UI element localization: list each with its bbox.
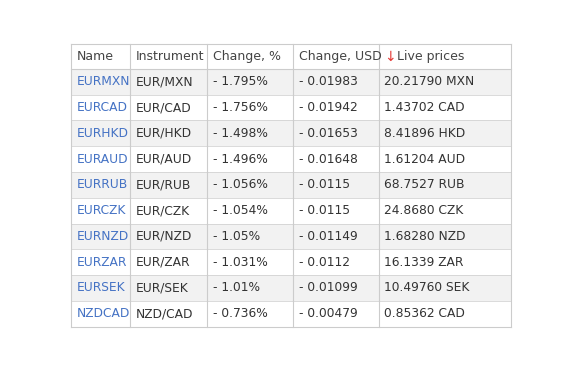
Bar [71,224,511,249]
Text: NZDCAD: NZDCAD [76,307,130,320]
Bar [71,69,511,95]
Text: EURCAD: EURCAD [76,101,127,114]
Text: - 0.0115: - 0.0115 [299,204,350,217]
Text: 8.41896 HKD: 8.41896 HKD [385,127,466,140]
Text: - 1.056%: - 1.056% [213,178,268,191]
Text: - 1.756%: - 1.756% [213,101,268,114]
Bar [71,120,511,146]
Text: - 0.01648: - 0.01648 [299,153,357,166]
Text: - 0.01983: - 0.01983 [299,75,357,88]
Bar [71,172,511,198]
Text: 24.8680 CZK: 24.8680 CZK [385,204,463,217]
Text: - 0.0112: - 0.0112 [299,256,349,269]
Text: - 0.01942: - 0.01942 [299,101,357,114]
Text: EURCZK: EURCZK [76,204,126,217]
Text: Instrument: Instrument [136,50,204,63]
Bar [71,198,511,224]
Text: EUR/ZAR: EUR/ZAR [136,256,190,269]
Text: EUR/RUB: EUR/RUB [136,178,191,191]
Bar [71,301,511,327]
Text: 1.68280 NZD: 1.68280 NZD [385,230,466,243]
Bar [71,146,511,172]
Text: EURNZD: EURNZD [76,230,128,243]
Text: Name: Name [76,50,113,63]
Text: EUR/MXN: EUR/MXN [136,75,193,88]
Text: 1.61204 AUD: 1.61204 AUD [385,153,466,166]
Text: 1.43702 CAD: 1.43702 CAD [385,101,465,114]
Text: EUR/HKD: EUR/HKD [136,127,192,140]
Bar [71,275,511,301]
Text: EURZAR: EURZAR [76,256,127,269]
Text: EUR/NZD: EUR/NZD [136,230,192,243]
Text: EURSEK: EURSEK [76,281,125,294]
Text: EURHKD: EURHKD [76,127,128,140]
Text: Change, USD: Change, USD [299,50,381,63]
Bar [71,44,511,69]
Text: EUR/CAD: EUR/CAD [136,101,191,114]
Text: - 0.0115: - 0.0115 [299,178,350,191]
Text: - 1.496%: - 1.496% [213,153,268,166]
Text: - 0.736%: - 0.736% [213,307,268,320]
Text: - 1.05%: - 1.05% [213,230,260,243]
Text: - 0.00479: - 0.00479 [299,307,357,320]
Text: 16.1339 ZAR: 16.1339 ZAR [385,256,464,269]
Text: NZD/CAD: NZD/CAD [136,307,193,320]
Text: 0.85362 CAD: 0.85362 CAD [385,307,465,320]
Bar [71,95,511,120]
Text: - 1.795%: - 1.795% [213,75,268,88]
Text: Live prices: Live prices [396,50,464,63]
Text: Change, %: Change, % [213,50,281,63]
Text: ↓: ↓ [385,50,396,63]
Text: - 0.01149: - 0.01149 [299,230,357,243]
Text: - 1.031%: - 1.031% [213,256,268,269]
Text: EUR/CZK: EUR/CZK [136,204,190,217]
Text: EURRUB: EURRUB [76,178,128,191]
Text: 10.49760 SEK: 10.49760 SEK [385,281,470,294]
Text: - 0.01099: - 0.01099 [299,281,357,294]
Text: - 1.498%: - 1.498% [213,127,268,140]
Text: 68.7527 RUB: 68.7527 RUB [385,178,465,191]
Text: EUR/SEK: EUR/SEK [136,281,189,294]
Text: EURAUD: EURAUD [76,153,128,166]
Text: 20.21790 MXN: 20.21790 MXN [385,75,475,88]
Text: - 1.01%: - 1.01% [213,281,260,294]
Text: EUR/AUD: EUR/AUD [136,153,192,166]
Text: - 1.054%: - 1.054% [213,204,268,217]
Text: EURMXN: EURMXN [76,75,130,88]
Text: - 0.01653: - 0.01653 [299,127,357,140]
Bar [71,249,511,275]
